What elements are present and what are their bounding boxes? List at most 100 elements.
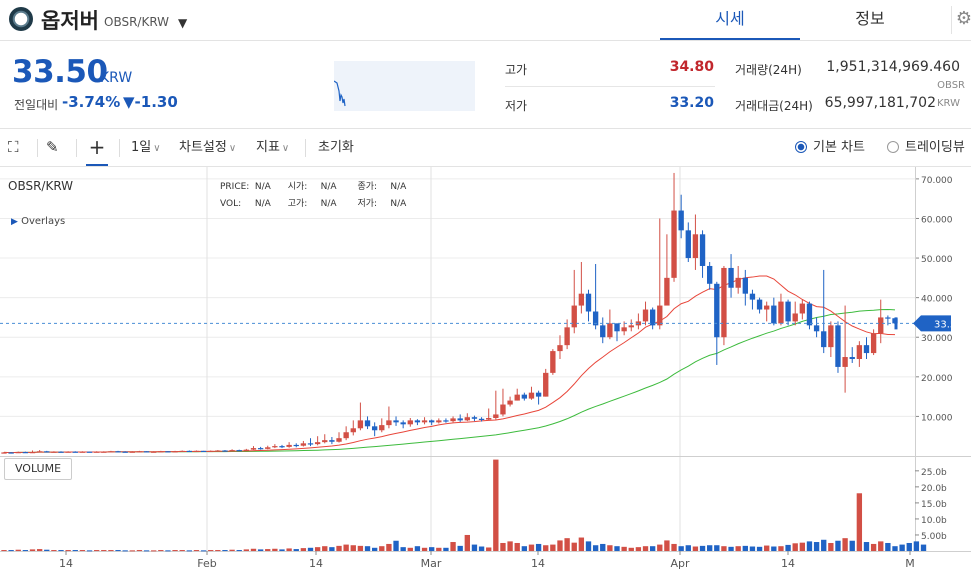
candle-body [771, 305, 777, 324]
candle-body [543, 372, 549, 397]
tab-market-price[interactable]: 시세 [660, 0, 800, 40]
gear-icon[interactable]: ⚙ [951, 6, 971, 34]
candle-body [628, 325, 634, 328]
volume-bar [179, 550, 185, 552]
volume-bar [706, 545, 713, 551]
candle-body [243, 449, 250, 451]
candle-body [322, 440, 328, 443]
basic-chart-radio[interactable]: 기본 차트 [795, 129, 865, 166]
candle-body [728, 267, 734, 288]
volume-bar [93, 550, 100, 552]
volume-bar [550, 544, 556, 551]
candle-body [222, 450, 228, 452]
divider [119, 139, 120, 157]
reset-button[interactable]: 초기화 [318, 140, 354, 155]
tab-info[interactable]: 정보 [855, 9, 885, 28]
volume-bar [193, 550, 200, 552]
candle-body [8, 452, 14, 454]
candle-body [671, 210, 677, 278]
volume-bar [728, 546, 734, 551]
indicators-label: 지표 [256, 140, 280, 155]
volume-bar [521, 546, 528, 551]
volume-bar [486, 547, 492, 551]
candle-body [65, 451, 71, 453]
volume-bar [642, 546, 649, 551]
tradingview-label: 트레이딩뷰 [905, 140, 965, 155]
candle-body [357, 420, 364, 429]
candle-body [400, 422, 406, 425]
candle-body [842, 357, 848, 367]
candle-body [436, 420, 442, 423]
volume-bar [842, 538, 848, 551]
candle-body [379, 425, 385, 431]
change-label: 전일대비 [14, 98, 59, 112]
volume-bar [58, 550, 64, 552]
volume-bar [215, 550, 221, 552]
volume-bar [885, 542, 891, 551]
overlays-toggle[interactable]: ▶ Overlays [11, 216, 65, 227]
tradingview-radio[interactable]: 트레이딩뷰 [887, 129, 965, 166]
volume-bar [250, 548, 257, 551]
coin-pair[interactable]: OBSR/KRW [104, 15, 170, 29]
candle-body [813, 325, 820, 332]
chevron-down-icon[interactable]: ▼ [178, 16, 188, 30]
volume-bar [443, 547, 449, 551]
candle-body [778, 301, 784, 324]
candle-body [86, 451, 93, 453]
pencil-icon[interactable]: ✎ [46, 138, 59, 156]
volume-bar [29, 549, 36, 551]
candle-body [486, 417, 492, 420]
volume-bar [500, 542, 506, 551]
volume-bar [222, 550, 228, 552]
amount-24h-value: 65,997,181,702 [824, 95, 936, 111]
ohlc-info-box: PRICE: N/A 시가: N/A 종가: N/A VOL: N/A 고가: … [220, 179, 420, 213]
volume-bar [243, 549, 250, 551]
candlestick-chart[interactable]: 70.000 60.000 50.000 40.000 30.000 20.000 10.0… [0, 167, 971, 579]
volume-bar [44, 549, 50, 551]
current-price-tag [913, 315, 951, 332]
candle-body [108, 451, 114, 453]
candle-body [756, 299, 763, 310]
volume-bar [236, 550, 242, 552]
volume-bar [86, 550, 93, 552]
candle-body [828, 325, 834, 348]
volume-bar [371, 547, 378, 551]
x-tick-label: 14 [309, 557, 323, 570]
candle-body [564, 327, 570, 346]
candle-body [856, 345, 863, 360]
high-value: 34.80 [669, 59, 714, 75]
candle-body [364, 420, 371, 427]
volume-bar [607, 545, 613, 551]
price-unit: KRW [100, 70, 133, 86]
volume-tick-label: 10.0b [921, 516, 947, 526]
candle-body [764, 305, 770, 310]
volume-bar [692, 546, 699, 551]
volume-bar [806, 541, 813, 551]
price-chart[interactable]: 70.000 60.000 50.000 40.000 30.000 20.000 10.0… [0, 167, 971, 579]
volume-bar [115, 550, 121, 552]
current-price: 33.50 [12, 54, 108, 90]
candle-body [151, 451, 157, 453]
candle-body [478, 418, 485, 420]
chart-settings-dropdown[interactable]: 차트설정 ∨ [179, 129, 236, 166]
indicators-dropdown[interactable]: 지표 ∨ [256, 129, 289, 166]
candle-body [272, 446, 278, 448]
volume-bar [22, 550, 29, 552]
volume-bar [379, 546, 385, 551]
fullscreen-icon[interactable]: ⛶ [8, 138, 19, 156]
volume-bar [742, 545, 748, 551]
change-percent: -3.74% [62, 93, 121, 111]
volume-bar [314, 547, 321, 551]
volume-bar [364, 546, 371, 551]
candle-body [15, 452, 21, 454]
coin-name[interactable]: 옵저버 [41, 9, 99, 33]
volume-bar [286, 548, 292, 551]
candle-body [44, 451, 50, 453]
interval-dropdown[interactable]: 1일 ∨ [131, 129, 161, 166]
basic-chart-label: 기본 차트 [813, 140, 865, 155]
crosshair-icon[interactable]: + [86, 129, 108, 166]
volume-bar [557, 540, 563, 551]
volume-bar [543, 545, 549, 551]
high-label: 고가 [505, 63, 528, 77]
low-label: 저가 [505, 99, 528, 113]
